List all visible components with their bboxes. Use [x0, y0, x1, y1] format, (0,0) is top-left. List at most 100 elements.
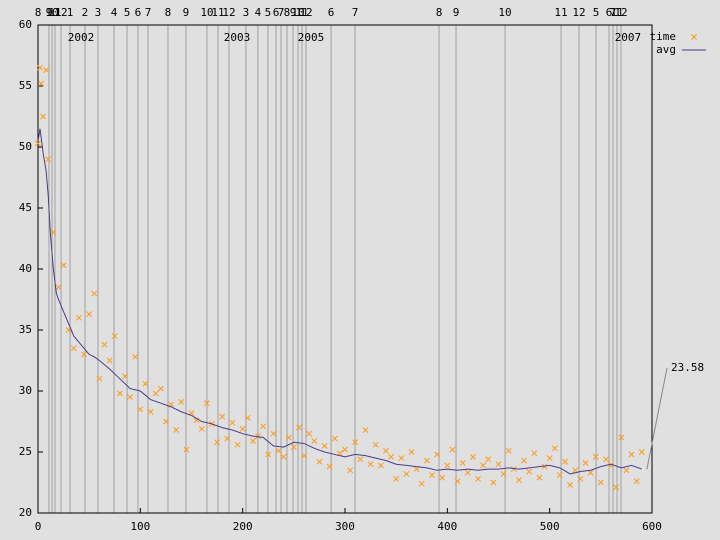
- x-tick-label: 200: [233, 520, 253, 533]
- point: [81, 351, 88, 358]
- point: [178, 399, 185, 405]
- month-label: 11: [295, 6, 308, 19]
- point: [35, 140, 41, 147]
- point: [531, 450, 538, 457]
- point: [618, 434, 625, 441]
- point: [96, 375, 103, 382]
- x-tick-label: 600: [642, 520, 662, 533]
- point: [147, 408, 154, 415]
- point: [485, 456, 492, 463]
- month-label: 11: [48, 6, 61, 19]
- year-label: 2003: [224, 31, 251, 44]
- point: [326, 463, 333, 470]
- point: [526, 468, 533, 475]
- point: [229, 419, 236, 426]
- avg-line: [37, 128, 642, 475]
- point: [214, 439, 221, 446]
- point: [270, 430, 277, 437]
- point: [633, 478, 640, 485]
- point: [577, 475, 584, 482]
- point: [152, 390, 159, 397]
- point: [239, 425, 246, 432]
- month-label: 10: [45, 6, 58, 19]
- point: [362, 427, 369, 433]
- month-label: 9: [290, 6, 297, 19]
- point: [219, 413, 226, 420]
- point: [157, 385, 164, 392]
- point: [623, 467, 630, 474]
- point: [198, 425, 205, 432]
- point: [459, 460, 466, 466]
- point: [393, 475, 400, 482]
- point: [638, 449, 645, 455]
- point: [608, 462, 615, 469]
- point: [505, 447, 512, 454]
- point: [567, 481, 574, 488]
- point: [347, 467, 354, 474]
- point: [321, 442, 328, 449]
- y-tick-label: 60: [19, 18, 32, 31]
- plot-border: [37, 24, 653, 514]
- point: [480, 462, 487, 469]
- point: [116, 390, 123, 397]
- month-label: 7: [352, 6, 359, 19]
- point: [193, 417, 200, 424]
- point: [398, 455, 405, 462]
- point: [260, 423, 267, 430]
- y-tick-label: 30: [19, 384, 32, 397]
- point: [449, 446, 456, 453]
- point: [551, 445, 558, 452]
- point: [562, 458, 568, 465]
- point: [50, 229, 57, 236]
- point: [290, 444, 297, 451]
- point: [602, 456, 609, 463]
- month-label: 5: [593, 6, 600, 19]
- point: [516, 477, 522, 484]
- point: [101, 341, 108, 348]
- point: [60, 262, 67, 269]
- month-label: 2: [82, 6, 89, 19]
- point: [331, 435, 338, 442]
- month-label: 3: [95, 6, 102, 19]
- point: [582, 460, 589, 466]
- point: [55, 284, 62, 291]
- point: [613, 484, 620, 491]
- month-label: 8: [35, 6, 42, 19]
- month-label: 4: [255, 6, 262, 19]
- y-tick-label: 50: [19, 140, 32, 153]
- month-label: 10: [291, 6, 304, 19]
- point: [40, 113, 47, 120]
- point: [500, 471, 507, 477]
- point: [316, 458, 323, 465]
- month-label: 1: [67, 6, 74, 19]
- point: [70, 345, 77, 352]
- year-label: 2007: [615, 31, 642, 44]
- point: [295, 424, 302, 431]
- month-label: 11: [211, 6, 224, 19]
- point: [367, 461, 374, 468]
- y-tick-label: 35: [19, 323, 32, 336]
- point: [469, 453, 476, 460]
- point: [521, 457, 528, 464]
- point: [546, 455, 553, 462]
- point: [255, 433, 261, 440]
- point: [183, 446, 190, 453]
- point: [285, 434, 292, 441]
- point: [342, 446, 348, 453]
- point: [418, 480, 425, 487]
- point: [137, 406, 144, 413]
- year-label: 2002: [68, 31, 95, 44]
- x-tick-label: 100: [130, 520, 150, 533]
- month-label: 8: [284, 6, 291, 19]
- point: [244, 414, 251, 421]
- month-label: 12: [299, 6, 312, 19]
- point: [490, 479, 497, 486]
- point: [111, 333, 118, 340]
- point: [403, 471, 410, 477]
- point: [628, 451, 635, 458]
- month-label: 12: [54, 6, 67, 19]
- point: [311, 438, 318, 444]
- point: [439, 474, 446, 481]
